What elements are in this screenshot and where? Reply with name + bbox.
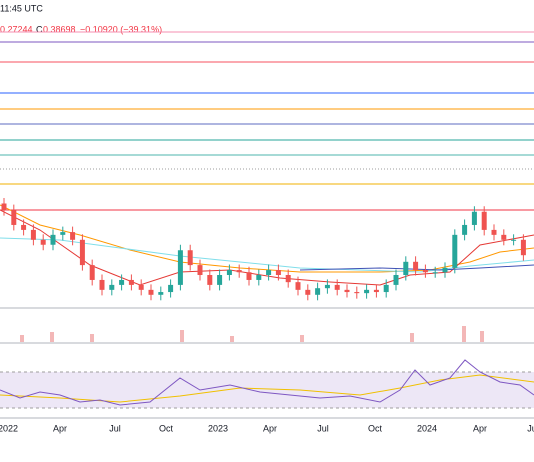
candle-body xyxy=(491,229,497,235)
candle-body xyxy=(393,275,399,285)
rsi-pane xyxy=(0,359,534,409)
candle-body xyxy=(520,239,526,256)
candle-body xyxy=(285,275,291,283)
candle-body xyxy=(403,261,409,275)
candle-body xyxy=(40,239,46,245)
candle-body xyxy=(207,275,213,285)
close-label: C xyxy=(36,24,43,34)
x-tick-label: Jul xyxy=(317,423,329,433)
x-tick-label: Apr xyxy=(263,423,277,433)
candle-body xyxy=(197,265,203,275)
candle-body xyxy=(99,279,105,290)
candle-body xyxy=(236,270,242,273)
header-time: 11:45 UTC xyxy=(0,3,43,13)
candle-body xyxy=(30,229,36,240)
candle-body xyxy=(158,292,164,295)
candle-body xyxy=(168,284,174,293)
candle-body xyxy=(344,289,350,293)
candle-body xyxy=(187,250,193,266)
candle-body xyxy=(79,239,85,266)
candle-body xyxy=(148,289,154,295)
candle-body xyxy=(226,270,232,275)
candle-body xyxy=(295,282,301,290)
candle-body xyxy=(511,239,517,241)
candle-body xyxy=(422,270,428,273)
x-tick-label: Oct xyxy=(368,423,383,433)
candle-body xyxy=(138,284,144,290)
candle-body xyxy=(11,210,17,225)
candle-body xyxy=(109,284,115,290)
candle-body xyxy=(432,272,438,274)
candle-body xyxy=(324,284,330,289)
candle-body xyxy=(481,211,487,230)
candle-body xyxy=(383,284,389,293)
candle-body xyxy=(246,272,252,280)
candle-body xyxy=(21,224,27,230)
candle-body xyxy=(70,232,76,240)
x-tick-label: Apr xyxy=(473,423,487,433)
candle-body xyxy=(442,267,448,273)
candle-body xyxy=(217,275,223,285)
candle-body xyxy=(364,289,370,294)
x-tick-label: Ju xyxy=(527,423,534,433)
x-tick-label: 2024 xyxy=(417,423,437,433)
levels xyxy=(0,31,534,211)
candle-body xyxy=(275,270,281,275)
candle-body xyxy=(413,261,419,271)
change: −0.10920 (−39.31%) xyxy=(80,24,162,34)
candle-body xyxy=(471,211,477,225)
x-tick-label: Jul xyxy=(109,423,121,433)
close-value: 0.38698 xyxy=(43,24,76,34)
x-tick-label: Oct xyxy=(159,423,174,433)
candle-body xyxy=(119,279,125,285)
candle-body xyxy=(89,265,95,280)
candle-body xyxy=(452,234,458,268)
x-tick-label: Apr xyxy=(53,423,67,433)
candle-body xyxy=(373,289,379,293)
x-axis: 2022 Apr Jul Oct 2023 Apr Jul Oct 2024 Apr Ju xyxy=(0,423,534,433)
candle-body xyxy=(1,203,7,211)
candle-body xyxy=(462,224,468,235)
low-value: 0.27244 xyxy=(0,24,33,34)
candles xyxy=(1,198,526,301)
volume xyxy=(20,326,484,342)
candle-body xyxy=(354,292,360,294)
candle-body xyxy=(501,234,507,240)
candle-body xyxy=(315,288,321,295)
candle-body xyxy=(334,284,340,290)
candle-body xyxy=(305,289,311,295)
candle-body xyxy=(60,232,66,235)
candle-body xyxy=(50,234,56,245)
candle-body xyxy=(256,275,262,280)
candle-body xyxy=(177,250,183,285)
x-tick-label: 2022 xyxy=(0,423,18,433)
x-tick-label: 2023 xyxy=(208,423,228,433)
candle-body xyxy=(128,279,134,285)
candle-body xyxy=(266,270,272,275)
